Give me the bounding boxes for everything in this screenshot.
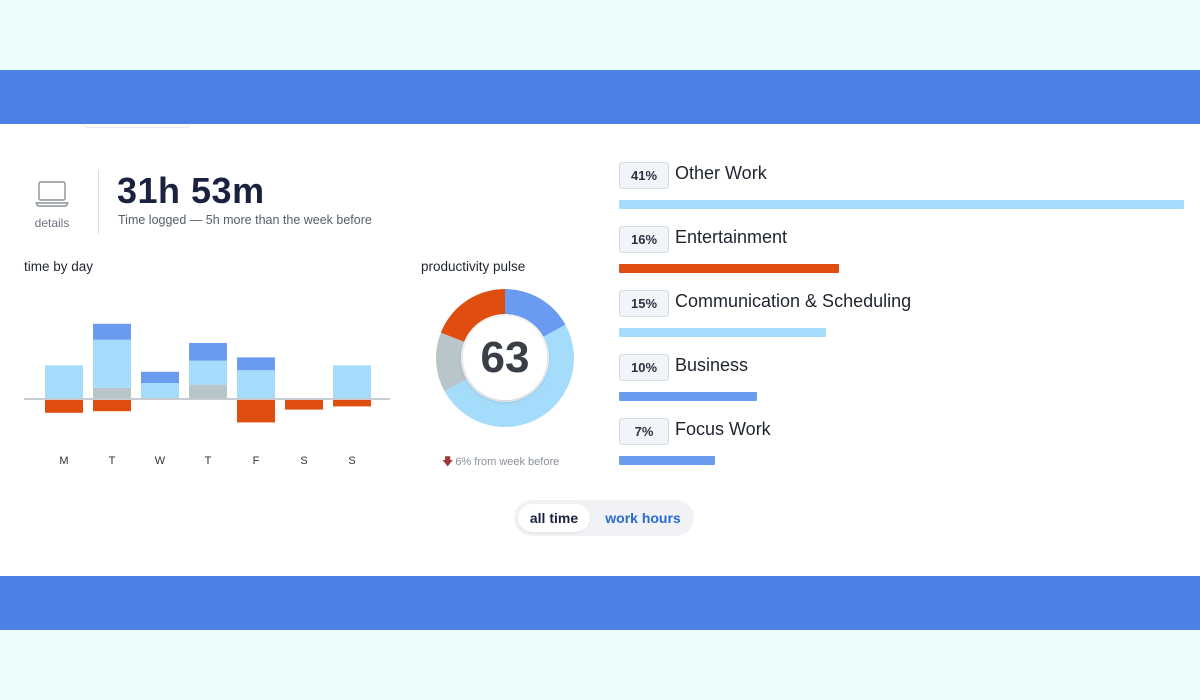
bar-segment-orange xyxy=(333,400,371,407)
total-time: 31h 53m xyxy=(117,170,265,211)
category-name: Communication & Scheduling xyxy=(675,291,912,311)
category-row[interactable]: 41% Other Work xyxy=(619,162,1189,218)
productivity-change: 🡇 6% from week before xyxy=(442,453,559,472)
bar-segment-orange xyxy=(285,400,323,410)
donut-segment xyxy=(440,289,505,342)
category-row[interactable]: 10% Business xyxy=(619,354,1189,410)
category-bar xyxy=(619,200,1184,209)
toggle-work-hours[interactable]: work hours xyxy=(605,510,681,526)
arrow-down-icon: 🡇 xyxy=(442,456,454,468)
x-tick-label: S xyxy=(300,455,307,467)
category-row[interactable]: 7% Focus Work xyxy=(619,418,1189,474)
bar-segment-orange xyxy=(93,400,131,412)
donut-segment xyxy=(444,324,574,427)
tab-stub xyxy=(84,124,190,128)
productivity-donut: 63 xyxy=(434,287,576,429)
bar-segment-blue xyxy=(93,323,131,340)
bar-segment-blue xyxy=(141,371,179,383)
summary-divider xyxy=(98,170,99,234)
donut-center xyxy=(463,316,547,400)
category-percent-badge: 16% xyxy=(619,226,669,253)
category-percent-badge: 7% xyxy=(619,418,669,445)
category-percent-badge: 10% xyxy=(619,354,669,381)
bottom-banner xyxy=(0,576,1200,630)
category-name: Entertainment xyxy=(675,227,788,247)
x-tick-label: T xyxy=(109,455,116,467)
bar-segment-light-blue xyxy=(237,370,275,399)
bar-segment-light-blue xyxy=(45,365,83,399)
productivity-score: 63 xyxy=(480,333,530,382)
total-subtitle: Time logged — 5h more than the week befo… xyxy=(118,213,372,227)
bar-segment-orange xyxy=(237,400,275,423)
productivity-pulse-title: productivity pulse xyxy=(421,259,526,274)
bar-segment-light-blue xyxy=(189,360,227,385)
toggle-all-time[interactable]: all time xyxy=(518,504,590,532)
donut-segment xyxy=(436,332,467,392)
x-tick-label: S xyxy=(348,455,355,467)
productivity-change-text: 6% from week before xyxy=(455,456,560,468)
x-tick-label: F xyxy=(253,455,260,467)
bar-segment-gray xyxy=(93,387,131,399)
time-by-day-title: time by day xyxy=(24,259,94,274)
category-bar xyxy=(619,456,715,465)
donut-segment xyxy=(505,289,566,337)
time-range-toggle[interactable]: all time work hours xyxy=(514,500,694,536)
bar-segment-light-blue xyxy=(93,339,131,388)
category-row[interactable]: 16% Entertainment xyxy=(619,226,1189,282)
bar-segment-orange xyxy=(45,400,83,413)
details-button[interactable]: details xyxy=(24,178,80,234)
category-name: Other Work xyxy=(675,163,767,183)
category-bar xyxy=(619,392,757,401)
x-tick-label: W xyxy=(155,455,166,467)
top-banner xyxy=(0,70,1200,124)
category-name: Business xyxy=(675,355,749,375)
bar-segment-blue xyxy=(189,343,227,361)
x-tick-label: T xyxy=(205,455,212,467)
category-percent-badge: 15% xyxy=(619,290,669,317)
bar-segment-blue xyxy=(237,357,275,371)
category-bar xyxy=(619,328,826,337)
bar-segment-light-blue xyxy=(141,383,179,399)
category-row[interactable]: 15% Communication & Scheduling xyxy=(619,290,1189,346)
details-label: details xyxy=(34,216,70,230)
category-name: Focus Work xyxy=(675,419,771,439)
laptop-icon xyxy=(35,181,69,207)
category-bar xyxy=(619,264,839,273)
dashboard-panel: details 31h 53m Time logged — 5h more th… xyxy=(0,124,1200,576)
x-tick-label: M xyxy=(59,455,68,467)
category-percent-badge: 41% xyxy=(619,162,669,189)
bar-segment-light-blue xyxy=(333,365,371,399)
bar-segment-gray xyxy=(189,384,227,399)
